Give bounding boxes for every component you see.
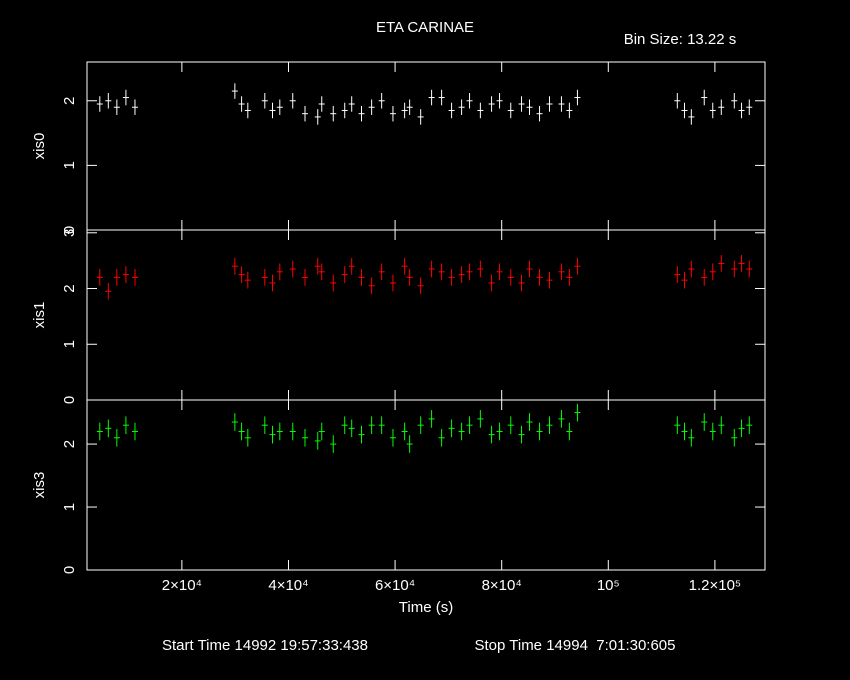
- y-tick-label: 1: [61, 161, 78, 169]
- x-tick-label: 2×10⁴: [162, 577, 202, 594]
- y-tick-label: 2: [61, 284, 78, 292]
- bin-size: Bin Size: 13.22 s: [624, 31, 737, 48]
- y-tick-label: 0: [61, 226, 78, 234]
- y-tick-label: 3: [61, 229, 78, 237]
- x-tick-label: 10⁵: [597, 577, 620, 594]
- stop-time: Stop Time 14994 7:01:30:605: [475, 637, 676, 654]
- chart-title: ETA CARINAE: [376, 19, 474, 36]
- y-tick-label: 0: [61, 396, 78, 404]
- plot-frame: [86, 399, 766, 571]
- y-axis-label: xis0: [31, 133, 48, 160]
- x-axis-label: Time (s): [399, 599, 453, 616]
- y-axis-label: xis3: [31, 472, 48, 499]
- x-tick-label: 8×10⁴: [482, 577, 522, 594]
- y-axis-label: xis1: [31, 302, 48, 329]
- y-tick-label: 0: [61, 566, 78, 574]
- start-time: Start Time 14992 19:57:33:438: [162, 637, 368, 654]
- plot-frame: [86, 229, 766, 401]
- y-tick-label: 2: [61, 97, 78, 105]
- x-tick-label: 6×10⁴: [375, 577, 415, 594]
- y-tick-label: 1: [61, 503, 78, 511]
- x-tick-label: 4×10⁴: [268, 577, 308, 594]
- y-tick-label: 2: [61, 440, 78, 448]
- y-tick-label: 1: [61, 340, 78, 348]
- plot-frame: [86, 61, 766, 231]
- x-tick-label: 1.2×10⁵: [689, 577, 742, 594]
